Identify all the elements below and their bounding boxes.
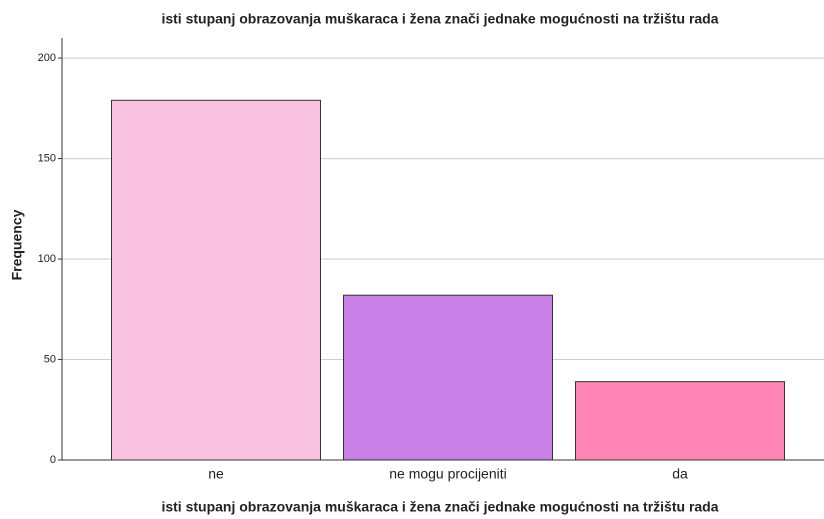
- x-axis-label: isti stupanj obrazovanja muškaraca i žen…: [161, 499, 718, 515]
- x-tick-label: ne mogu procijeniti: [389, 466, 507, 482]
- y-axis-label: Frequency: [9, 209, 25, 280]
- bar: [343, 294, 553, 461]
- y-tick-label: 200: [38, 52, 56, 64]
- bar: [111, 99, 321, 461]
- y-tick-label: 150: [38, 152, 56, 164]
- bar: [575, 381, 785, 461]
- y-tick-label: 100: [38, 253, 56, 265]
- x-tick-label: ne: [208, 466, 224, 482]
- chart-title: isti stupanj obrazovanja muškaraca i žen…: [161, 11, 718, 27]
- y-tick-label: 0: [50, 454, 56, 466]
- y-tick-label: 50: [44, 353, 56, 365]
- x-tick-label: da: [672, 466, 688, 482]
